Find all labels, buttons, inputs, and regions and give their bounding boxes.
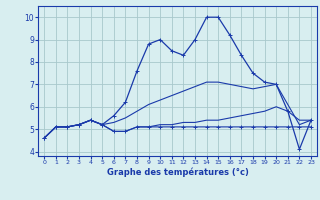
X-axis label: Graphe des températures (°c): Graphe des températures (°c) bbox=[107, 168, 249, 177]
